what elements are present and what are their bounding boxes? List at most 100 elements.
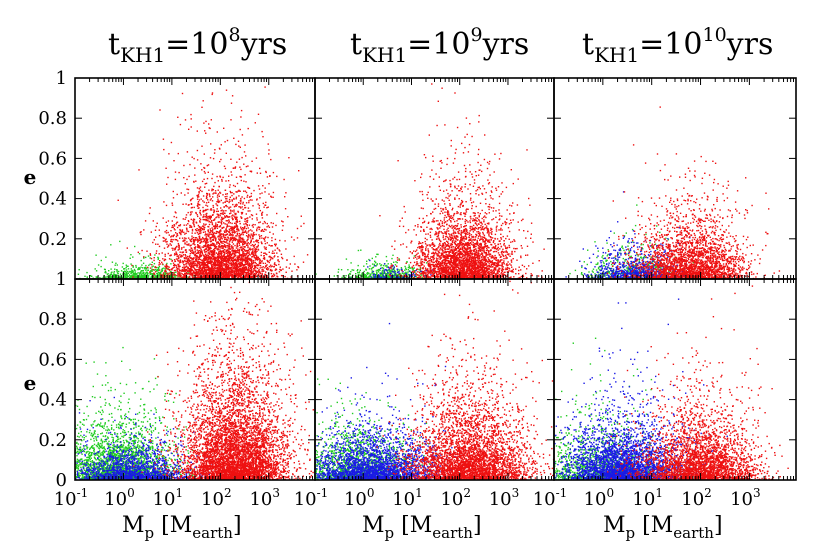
data-point	[186, 268, 188, 271]
data-point	[185, 232, 187, 234]
data-point	[197, 244, 200, 247]
data-point	[263, 230, 265, 232]
data-point	[272, 196, 274, 198]
data-point	[209, 252, 211, 255]
data-point	[197, 259, 199, 261]
data-point	[212, 253, 215, 256]
data-point	[244, 263, 246, 266]
data-point	[173, 266, 175, 268]
data-point	[217, 210, 219, 212]
data-point	[197, 269, 199, 271]
data-point	[136, 273, 138, 275]
data-point	[142, 272, 144, 275]
data-point	[188, 260, 191, 263]
data-point	[201, 246, 203, 248]
data-point	[211, 173, 214, 175]
data-point	[375, 265, 377, 267]
data-point	[159, 272, 161, 274]
data-point	[209, 231, 212, 233]
data-point	[179, 237, 181, 239]
data-point	[222, 255, 225, 257]
data-point	[239, 240, 241, 243]
data-point	[238, 262, 240, 265]
data-point	[153, 263, 156, 265]
data-point	[191, 235, 193, 237]
data-point	[266, 226, 268, 228]
data-point	[184, 194, 186, 196]
data-point	[215, 257, 218, 259]
data-point	[210, 221, 212, 223]
data-point	[196, 239, 198, 241]
data-point	[180, 248, 183, 250]
data-point	[130, 254, 132, 256]
data-point	[167, 231, 169, 234]
data-point	[194, 247, 196, 250]
data-point	[257, 203, 259, 205]
data-point	[193, 206, 195, 209]
data-point	[234, 269, 236, 271]
data-point	[280, 253, 283, 255]
data-point	[185, 203, 187, 205]
data-point	[186, 230, 188, 232]
data-point	[269, 264, 272, 266]
data-point	[246, 262, 249, 264]
data-point	[206, 194, 208, 196]
data-point	[140, 273, 142, 275]
data-point	[233, 229, 235, 232]
data-point	[214, 254, 216, 256]
data-point	[242, 264, 245, 266]
data-point	[201, 251, 203, 253]
data-point	[143, 274, 145, 277]
data-point	[225, 210, 227, 212]
data-point	[173, 228, 175, 230]
data-point	[389, 276, 391, 278]
data-point	[200, 214, 202, 216]
data-point	[234, 204, 237, 206]
data-point	[117, 277, 119, 279]
data-point	[214, 225, 216, 227]
data-point	[217, 248, 219, 250]
data-point	[183, 257, 185, 259]
data-point	[228, 201, 230, 204]
data-point	[269, 175, 271, 177]
data-point	[203, 201, 205, 203]
data-point	[242, 251, 244, 254]
data-point	[218, 245, 220, 247]
data-point	[104, 271, 106, 274]
data-point	[356, 270, 358, 272]
data-point	[214, 249, 216, 252]
data-point	[209, 237, 211, 239]
data-point	[256, 229, 258, 231]
data-point	[231, 174, 233, 176]
data-point	[244, 231, 246, 233]
data-point	[203, 250, 206, 252]
data-point	[183, 224, 185, 226]
data-point	[150, 272, 152, 274]
data-point	[203, 170, 206, 173]
data-point	[243, 270, 246, 273]
data-point	[215, 270, 218, 272]
data-point	[375, 276, 378, 278]
data-point	[204, 231, 206, 233]
data-point	[258, 271, 261, 273]
data-point	[99, 277, 101, 279]
data-point	[397, 274, 399, 276]
data-point	[236, 221, 239, 223]
data-point	[239, 268, 242, 270]
data-point	[195, 230, 198, 232]
data-point	[253, 270, 255, 272]
data-point	[210, 241, 212, 243]
data-point	[187, 220, 190, 222]
data-point	[243, 180, 245, 182]
data-point	[195, 259, 197, 261]
data-point	[199, 204, 201, 206]
data-point	[258, 221, 260, 224]
data-point	[177, 249, 179, 251]
data-point	[170, 258, 172, 261]
data-point	[196, 261, 199, 263]
data-point	[171, 247, 173, 249]
data-point	[320, 273, 321, 274]
data-point	[221, 273, 223, 275]
data-point	[178, 274, 181, 276]
data-point	[242, 271, 244, 273]
